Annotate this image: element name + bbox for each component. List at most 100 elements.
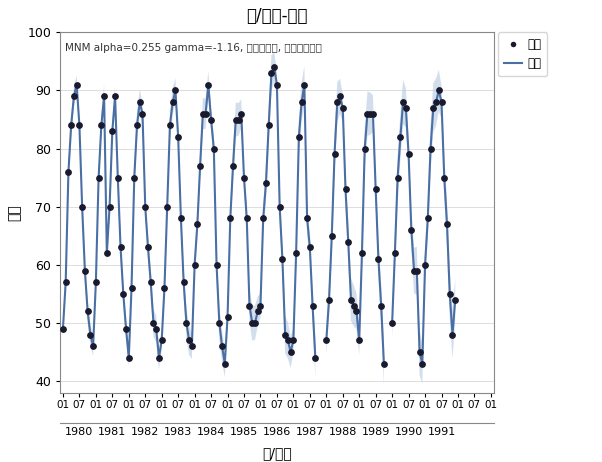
Legend: 温度, 温度: 温度, 温度: [498, 32, 547, 76]
Point: [281, 331, 290, 338]
Point: [173, 133, 183, 140]
Point: [176, 215, 186, 222]
Point: [116, 243, 125, 251]
Point: [330, 151, 340, 158]
Point: [217, 342, 227, 350]
Point: [338, 104, 347, 112]
Point: [228, 162, 238, 170]
Point: [368, 110, 377, 117]
Point: [193, 220, 202, 228]
Point: [278, 255, 287, 263]
Point: [231, 116, 241, 123]
Point: [396, 133, 405, 140]
Point: [75, 122, 84, 129]
Point: [151, 325, 161, 333]
Point: [179, 279, 188, 286]
Point: [77, 203, 87, 210]
Point: [294, 133, 303, 140]
Point: [250, 319, 260, 327]
Y-axis label: 温度: 温度: [8, 204, 22, 221]
Point: [66, 122, 76, 129]
Point: [401, 104, 411, 112]
Point: [132, 122, 142, 129]
Point: [149, 319, 158, 327]
Point: [429, 104, 438, 112]
Point: [88, 342, 98, 350]
Point: [239, 174, 249, 182]
Point: [349, 302, 359, 309]
Point: [412, 267, 421, 274]
Point: [352, 308, 361, 315]
Point: [157, 337, 167, 344]
Point: [99, 92, 109, 100]
Point: [272, 81, 282, 88]
Point: [418, 360, 427, 367]
Point: [170, 87, 180, 94]
Point: [423, 215, 433, 222]
Point: [283, 337, 293, 344]
Point: [190, 261, 199, 268]
Point: [203, 81, 213, 88]
Point: [379, 360, 389, 367]
Point: [226, 215, 235, 222]
Point: [308, 302, 317, 309]
Point: [138, 110, 147, 117]
Point: [61, 279, 70, 286]
Point: [143, 243, 153, 251]
Point: [110, 92, 120, 100]
Point: [420, 261, 430, 268]
Point: [187, 342, 197, 350]
Point: [360, 145, 370, 152]
Point: [83, 308, 93, 315]
Point: [362, 110, 372, 117]
Point: [371, 186, 380, 193]
Point: [80, 267, 90, 274]
Point: [146, 279, 155, 286]
Point: [223, 313, 232, 321]
Point: [121, 325, 131, 333]
Title: 月/年份-温度: 月/年份-温度: [246, 7, 308, 25]
Point: [253, 308, 262, 315]
Point: [126, 285, 136, 292]
Point: [332, 98, 342, 106]
Point: [124, 354, 134, 362]
Point: [135, 98, 144, 106]
Point: [448, 331, 458, 338]
Point: [206, 116, 216, 123]
Point: [346, 296, 356, 304]
Point: [439, 174, 449, 182]
Point: [267, 69, 276, 77]
Point: [258, 215, 268, 222]
Point: [237, 110, 246, 117]
Point: [96, 122, 106, 129]
Point: [69, 92, 79, 100]
Point: [184, 337, 194, 344]
Point: [404, 151, 414, 158]
Point: [297, 98, 306, 106]
Point: [108, 128, 117, 135]
Point: [198, 110, 208, 117]
Point: [244, 302, 254, 309]
Point: [355, 337, 364, 344]
Point: [399, 98, 408, 106]
Text: MNM alpha=0.255 gamma=-1.16, 跳过缺失值, 间距重复填充: MNM alpha=0.255 gamma=-1.16, 跳过缺失值, 间距重复…: [64, 43, 321, 53]
Point: [212, 261, 222, 268]
Point: [450, 296, 460, 304]
Point: [431, 98, 441, 106]
Point: [209, 145, 219, 152]
Point: [324, 296, 334, 304]
Point: [58, 325, 68, 333]
Point: [357, 249, 367, 257]
Point: [91, 279, 101, 286]
Point: [105, 203, 114, 210]
Point: [406, 226, 416, 234]
Point: [436, 98, 446, 106]
X-axis label: 月/年份: 月/年份: [262, 446, 292, 460]
Point: [409, 267, 419, 274]
Point: [154, 354, 164, 362]
Point: [426, 145, 435, 152]
Point: [64, 168, 73, 176]
Point: [94, 174, 104, 182]
Point: [291, 249, 301, 257]
Point: [327, 232, 337, 239]
